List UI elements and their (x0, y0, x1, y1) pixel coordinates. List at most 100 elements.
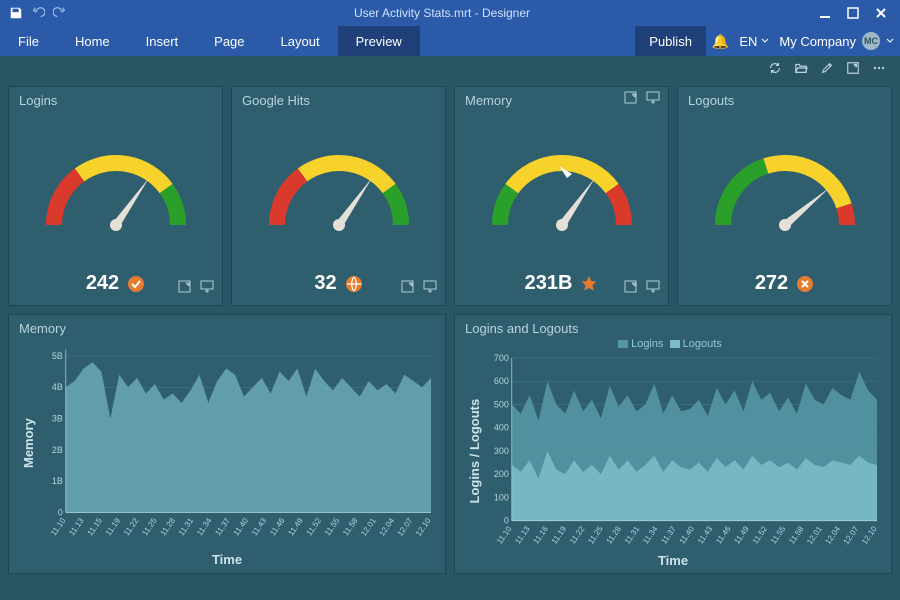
svg-text:11.19: 11.19 (550, 524, 569, 545)
expand-icon (178, 280, 192, 294)
dots-icon (872, 61, 886, 75)
notifications-icon[interactable]: 🔔 (712, 33, 729, 50)
svg-text:11.28: 11.28 (159, 516, 178, 537)
svg-text:200: 200 (494, 469, 509, 479)
panel-title: Logins (19, 93, 212, 108)
gauge-panel-logouts: Logouts 272 (677, 86, 892, 306)
svg-text:11.19: 11.19 (104, 516, 123, 537)
gauge-chart (249, 130, 429, 250)
svg-text:11.46: 11.46 (714, 524, 733, 545)
svg-text:11.22: 11.22 (122, 516, 141, 537)
publish-button[interactable]: Publish (635, 26, 706, 56)
svg-text:11.58: 11.58 (787, 524, 806, 545)
legend-item: Logouts (683, 338, 722, 350)
close-button[interactable] (870, 2, 892, 24)
svg-text:12.01: 12.01 (805, 524, 824, 546)
chevron-down-icon (886, 37, 894, 45)
maximize-button[interactable] (842, 2, 864, 24)
memory-chart: 01B2B3B4B5B11.1011.1311.1511.1911.2211.2… (38, 336, 435, 550)
svg-text:12.01: 12.01 (359, 516, 378, 538)
gauge-chart (695, 130, 875, 250)
collapse-icon (646, 280, 660, 294)
panel-title: Logouts (688, 93, 881, 108)
svg-text:100: 100 (494, 492, 509, 502)
undo-icon (31, 6, 45, 20)
company-selector[interactable]: My Company MC (779, 32, 894, 50)
svg-text:11.37: 11.37 (659, 524, 678, 545)
svg-text:12.10: 12.10 (860, 524, 879, 546)
svg-text:11.49: 11.49 (732, 524, 751, 545)
save-button[interactable] (6, 3, 26, 23)
svg-text:11.37: 11.37 (213, 516, 232, 537)
svg-text:5B: 5B (52, 351, 63, 361)
folder-open-icon (794, 61, 808, 75)
check-circle-icon (127, 275, 145, 293)
language-selector[interactable]: EN (739, 34, 769, 49)
save-icon (9, 6, 23, 20)
pencil-icon (820, 61, 834, 75)
svg-text:2B: 2B (52, 445, 63, 455)
window-controls (814, 2, 900, 24)
fullscreen-button[interactable] (846, 61, 860, 75)
svg-text:11.55: 11.55 (323, 516, 342, 537)
gauge-value: 32 (314, 272, 336, 295)
collapse-panel-button[interactable] (200, 280, 214, 299)
panel-actions (401, 280, 437, 299)
panel-actions (624, 280, 660, 299)
title-bar: User Activity Stats.mrt - Designer (0, 0, 900, 26)
svg-text:700: 700 (494, 353, 509, 363)
gauge-chart (472, 130, 652, 250)
menu-item-preview[interactable]: Preview (338, 26, 420, 56)
menu-item-home[interactable]: Home (57, 26, 128, 56)
minimize-button[interactable] (814, 2, 836, 24)
svg-text:12.04: 12.04 (823, 524, 842, 546)
svg-text:11.10: 11.10 (495, 524, 514, 545)
gauge-panel-memory: Memory 231B (454, 86, 669, 306)
panel-actions (178, 280, 214, 299)
expand-icon (624, 91, 638, 105)
expand-panel-button[interactable] (178, 280, 192, 299)
edit-button[interactable] (820, 61, 834, 75)
chart-legend: Logins Logouts (465, 336, 881, 352)
svg-text:600: 600 (494, 376, 509, 386)
collapse-panel-button[interactable] (646, 280, 660, 299)
expand-icon (624, 280, 638, 294)
refresh-button[interactable] (768, 61, 782, 75)
svg-text:11.46: 11.46 (268, 516, 287, 537)
menu-item-insert[interactable]: Insert (128, 26, 197, 56)
svg-text:11.58: 11.58 (341, 516, 360, 537)
gauge-panel-logins: Logins 242 (8, 86, 223, 306)
logins-chart: 010020030040050060070011.1011.1311.1611.… (484, 352, 881, 551)
panel-title: Google Hits (242, 93, 435, 108)
more-button[interactable] (872, 61, 886, 75)
x-axis-label: Time (465, 551, 881, 568)
menu-item-file[interactable]: File (0, 26, 57, 56)
svg-text:11.25: 11.25 (586, 524, 605, 545)
svg-text:11.15: 11.15 (86, 516, 105, 537)
menu-item-layout[interactable]: Layout (263, 26, 338, 56)
undo-button[interactable] (28, 3, 48, 23)
svg-text:11.31: 11.31 (623, 524, 642, 545)
svg-text:11.10: 11.10 (49, 516, 68, 537)
svg-text:500: 500 (494, 399, 509, 409)
gauge-value: 231B (525, 272, 573, 295)
expand-icon (846, 61, 860, 75)
svg-text:3B: 3B (52, 414, 63, 424)
window-title: User Activity Stats.mrt - Designer (70, 6, 814, 20)
expand-panel-button[interactable] (401, 280, 415, 299)
redo-button[interactable] (50, 3, 70, 23)
panel-title: Memory (19, 321, 435, 336)
close-icon (874, 6, 888, 20)
svg-text:4B: 4B (52, 382, 63, 392)
expand-panel-button[interactable] (624, 280, 638, 299)
svg-text:12.07: 12.07 (396, 516, 415, 538)
svg-text:11.40: 11.40 (232, 516, 251, 537)
star-icon (580, 275, 598, 293)
gauge-value: 272 (755, 272, 788, 295)
svg-text:12.04: 12.04 (377, 516, 396, 538)
menu-item-page[interactable]: Page (196, 26, 262, 56)
svg-text:11.43: 11.43 (250, 516, 269, 537)
company-label: My Company (779, 34, 856, 49)
open-button[interactable] (794, 61, 808, 75)
collapse-panel-button[interactable] (423, 280, 437, 299)
